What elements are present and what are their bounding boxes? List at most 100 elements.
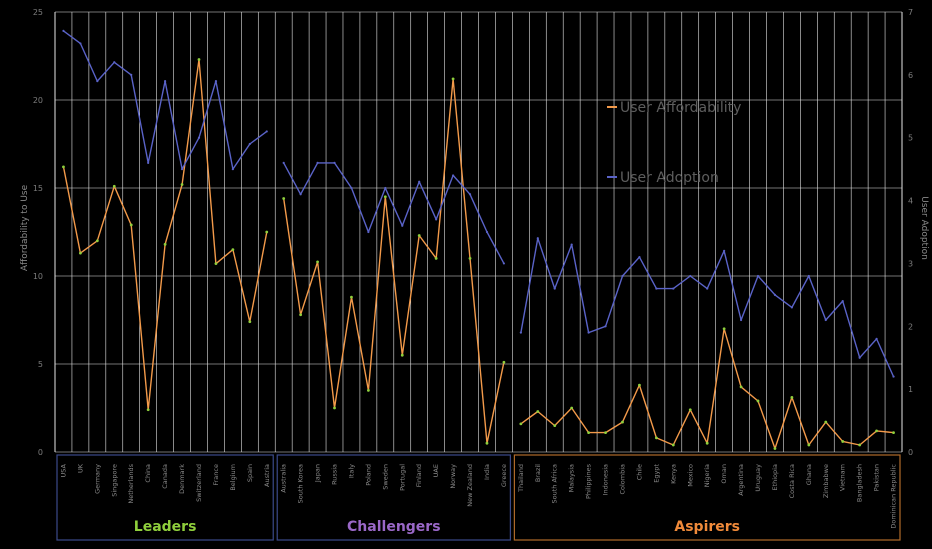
left-axis-ticks: 0 5 10 15 20 25	[33, 8, 43, 457]
group-boxes: Leaders Challengers Aspirers	[56, 454, 901, 541]
adoption-point	[231, 168, 234, 171]
category-label: Greece	[500, 464, 508, 487]
adoption-point	[858, 356, 861, 359]
affordability-point	[146, 408, 150, 412]
affordability-point	[79, 251, 82, 255]
affordability-point	[841, 440, 845, 443]
adoption-line	[520, 237, 895, 377]
category-label: Portugal	[398, 464, 406, 491]
category-label: Philippines	[585, 463, 593, 499]
affordability-point	[519, 422, 523, 426]
adoption-line	[283, 162, 505, 264]
affordability-point	[654, 436, 658, 440]
affordability-point	[417, 234, 421, 237]
adoption-point	[672, 287, 675, 290]
category-label: Norway	[449, 464, 457, 489]
right-axis-title: User Adoption	[919, 196, 929, 260]
affordability-point	[587, 431, 591, 435]
affordability-point	[773, 447, 777, 450]
category-label: Indonesia	[602, 464, 610, 495]
affordability-line	[62, 58, 268, 411]
right-tick-label: 4	[908, 197, 913, 206]
category-label: New Zealand	[466, 464, 474, 507]
affordability-point	[265, 230, 269, 234]
adoption-point	[570, 243, 573, 246]
adoption-point	[333, 161, 336, 164]
adoption-point	[62, 29, 65, 32]
right-tick-label: 5	[908, 134, 913, 143]
right-tick-label: 0	[908, 448, 913, 457]
adoption-point	[147, 161, 150, 164]
adoption-point	[214, 80, 218, 83]
adoption-point	[502, 262, 506, 265]
adoption-point	[807, 274, 810, 278]
category-label: Malaysia	[568, 464, 576, 492]
left-tick-label: 0	[38, 448, 43, 457]
affordability-point	[688, 408, 692, 412]
category-label: Sweden	[381, 464, 389, 490]
affordability-point	[197, 58, 201, 61]
left-tick-label: 10	[33, 272, 43, 281]
adoption-point	[875, 337, 878, 340]
category-label: Australia	[280, 464, 288, 493]
category-label: Kenya	[669, 464, 677, 484]
affordability-point	[383, 195, 387, 199]
affordability-point	[112, 184, 116, 188]
adoption-point	[248, 142, 251, 146]
category-label: UK	[76, 463, 84, 473]
left-tick-label: 5	[38, 360, 43, 369]
category-label: Ghana	[805, 464, 813, 485]
adoption-point	[79, 42, 82, 45]
category-label: Nigeria	[703, 464, 711, 487]
affordability-point	[604, 431, 607, 435]
category-labels: USA UK Germany Singapore Netherlands China Can…	[59, 463, 897, 528]
legend-affordability-label: User Affordability	[620, 100, 741, 116]
category-label: Oman	[720, 464, 728, 484]
adoption-point	[739, 318, 743, 322]
affordability-point	[468, 257, 472, 260]
category-label: Vietnam	[839, 464, 847, 491]
category-label: Finland	[415, 464, 423, 487]
affordability-point	[638, 383, 641, 387]
affordability-point	[299, 313, 303, 317]
affordability-point	[62, 165, 65, 169]
affordability-point	[824, 420, 828, 424]
category-label: Canada	[161, 464, 169, 489]
category-label: Mexico	[686, 464, 694, 487]
adoption-point	[435, 218, 438, 221]
affordability-point	[180, 183, 184, 186]
affordability-point	[95, 239, 99, 243]
adoption-point	[197, 136, 201, 139]
category-label: Denmark	[178, 464, 186, 494]
category-label: Poland	[364, 464, 372, 486]
category-label: Pakistan	[873, 464, 881, 491]
adoption-point	[367, 230, 370, 234]
adoption-point	[706, 287, 709, 290]
affordability-point	[333, 406, 336, 410]
adoption-point	[299, 193, 302, 196]
group-box-challengers	[276, 454, 511, 541]
adoption-point	[164, 80, 167, 83]
category-label: India	[483, 464, 491, 480]
category-label: Thailand	[517, 464, 525, 493]
adoption-point	[638, 256, 641, 259]
legend-adoption-label: User Adoption	[620, 170, 719, 186]
right-tick-label: 6	[908, 71, 913, 80]
adoption-point	[892, 375, 895, 378]
adoption-point	[401, 224, 404, 227]
category-label: Uruguay	[754, 464, 762, 492]
adoption-point	[773, 293, 777, 296]
right-tick-label: 2	[908, 322, 913, 331]
affordability-point	[705, 441, 709, 445]
category-label: Bangladesh	[856, 464, 864, 502]
affordability-point	[316, 260, 319, 264]
adoption-point	[384, 186, 387, 190]
adoption-point	[130, 73, 133, 76]
affordability-point	[129, 223, 133, 227]
adoption-point	[553, 287, 556, 290]
affordability-point	[231, 248, 235, 252]
affordability-point	[536, 410, 540, 413]
group-label-leaders: Leaders	[134, 519, 197, 535]
series-markers	[62, 29, 895, 450]
affordability-point	[671, 443, 675, 447]
